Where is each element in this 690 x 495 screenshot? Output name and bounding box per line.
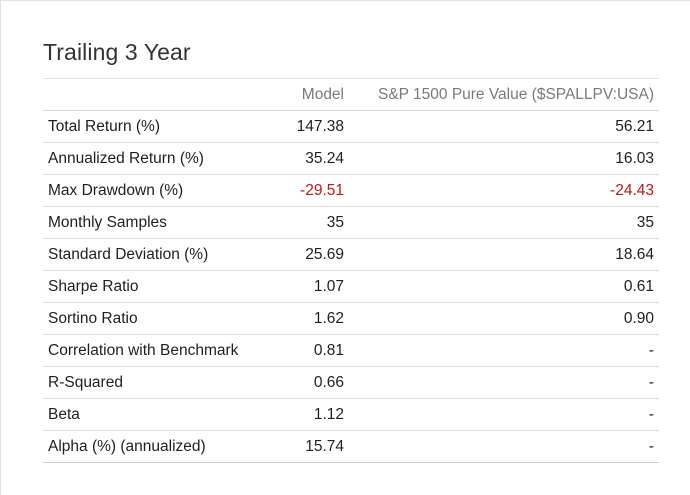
benchmark-value: 56.21 (349, 110, 659, 143)
table-row: Monthly Samples 35 35 (43, 206, 659, 239)
model-value: 15.74 (273, 430, 349, 463)
metric-label: Total Return (%) (43, 110, 273, 143)
model-value: 25.69 (273, 238, 349, 271)
benchmark-value: 0.90 (349, 302, 659, 335)
benchmark-value: -24.43 (349, 174, 659, 207)
table-row: Sortino Ratio 1.62 0.90 (43, 302, 659, 335)
section-title: Trailing 3 Year (43, 39, 191, 65)
metric-label: Annualized Return (%) (43, 142, 273, 175)
model-value: -29.51 (273, 174, 349, 207)
model-value: 1.07 (273, 270, 349, 303)
model-value: 35.24 (273, 142, 349, 175)
table-row: Sharpe Ratio 1.07 0.61 (43, 270, 659, 303)
benchmark-value: 18.64 (349, 238, 659, 271)
table-row: Standard Deviation (%) 25.69 18.64 (43, 238, 659, 271)
metric-label: Sharpe Ratio (43, 270, 273, 303)
model-value: 35 (273, 206, 349, 239)
column-header-model: Model (273, 78, 349, 111)
model-value: 1.12 (273, 398, 349, 431)
statistics-table: Model S&P 1500 Pure Value ($SPALLPV:USA)… (43, 78, 659, 463)
model-value: 147.38 (273, 110, 349, 143)
metric-label: Max Drawdown (%) (43, 174, 273, 207)
benchmark-value: - (349, 334, 659, 367)
benchmark-value: 0.61 (349, 270, 659, 303)
benchmark-value: - (349, 398, 659, 431)
table-row: Correlation with Benchmark 0.81- (43, 334, 659, 367)
table-row: R-Squared 0.66- (43, 366, 659, 399)
table-row: Total Return (%) 147.38 56.21 (43, 110, 659, 143)
table-row: Max Drawdown (%) -29.51 -24.43 (43, 174, 659, 207)
metric-label: Monthly Samples (43, 206, 273, 239)
metric-label: Sortino Ratio (43, 302, 273, 335)
column-header-metric (43, 78, 273, 111)
table-header-row: Model S&P 1500 Pure Value ($SPALLPV:USA) (43, 78, 659, 111)
model-value: 0.81 (273, 334, 349, 367)
table-row: Annualized Return (%) 35.24 16.03 (43, 142, 659, 175)
benchmark-value: - (349, 430, 659, 463)
column-header-benchmark: S&P 1500 Pure Value ($SPALLPV:USA) (349, 78, 659, 111)
model-value: 1.62 (273, 302, 349, 335)
table-body: Total Return (%) 147.38 56.21 Annualized Re… (43, 110, 659, 463)
metric-label: Standard Deviation (%) (43, 238, 273, 271)
table-row: Alpha (%) (annualized) 15.74- (43, 430, 659, 463)
benchmark-value: - (349, 366, 659, 399)
benchmark-value: 35 (349, 206, 659, 239)
metric-label: Beta (43, 398, 273, 431)
benchmark-value: 16.03 (349, 142, 659, 175)
metric-label: R-Squared (43, 366, 273, 399)
table-row: Beta 1.12- (43, 398, 659, 431)
metric-label: Correlation with Benchmark (43, 334, 273, 367)
model-value: 0.66 (273, 366, 349, 399)
metric-label: Alpha (%) (annualized) (43, 430, 273, 463)
